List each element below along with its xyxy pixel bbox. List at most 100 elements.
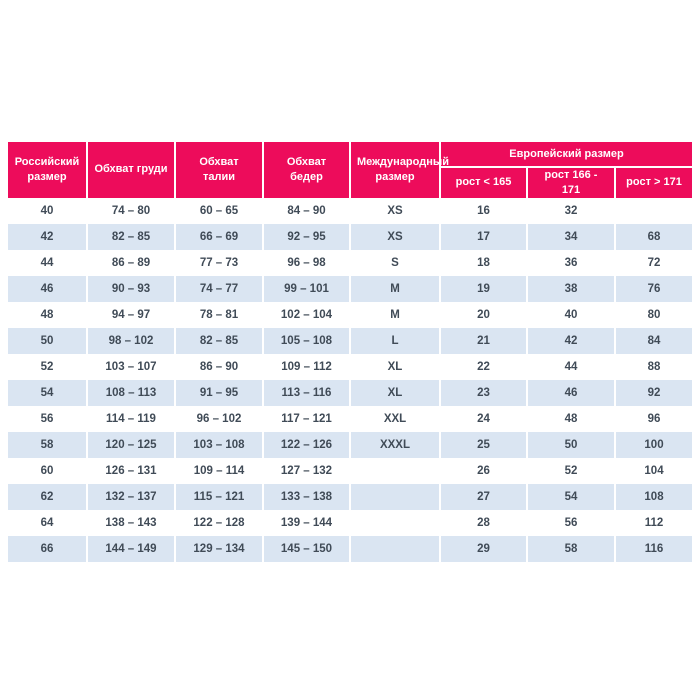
header-row-sub: рост < 165 рост 166 - 171 рост > 171 <box>8 167 692 198</box>
table-cell: 44 <box>8 249 87 276</box>
table-cell: 50 <box>526 431 615 458</box>
table-cell: 68 <box>614 223 692 250</box>
table-cell: 50 <box>8 327 87 354</box>
table-cell: 129 – 134 <box>174 535 263 562</box>
table-cell: 18 <box>439 249 527 276</box>
table-cell: 32 <box>526 197 615 224</box>
table-cell: M <box>349 301 440 328</box>
table-cell: 91 – 95 <box>174 379 263 406</box>
table-cell: XXXL <box>349 431 440 458</box>
table-cell <box>349 509 440 536</box>
table-cell: 23 <box>439 379 527 406</box>
col-header-chest: Обхват груди <box>86 142 175 198</box>
table-cell: 145 – 150 <box>262 535 350 562</box>
table-body: 40 74 – 80 60 – 65 84 – 90 XS 16 32 42 82 – 85 66… <box>8 197 692 562</box>
table-cell: 56 <box>526 509 615 536</box>
table-cell: 54 <box>8 379 87 406</box>
table-cell: 96 <box>614 405 692 432</box>
table-cell: 66 <box>8 535 87 562</box>
table-cell: 62 <box>8 483 87 510</box>
table-cell: 120 – 125 <box>86 431 175 458</box>
table-row: 40 74 – 80 60 – 65 84 – 90 XS 16 32 <box>8 197 692 224</box>
table-cell <box>349 535 440 562</box>
table-cell: 54 <box>526 483 615 510</box>
table-cell: 82 – 85 <box>174 327 263 354</box>
table-cell: 44 <box>526 353 615 380</box>
table-cell: 96 – 98 <box>262 249 350 276</box>
table-cell: 126 – 131 <box>86 457 175 484</box>
table-cell: 52 <box>8 353 87 380</box>
table-cell <box>349 457 440 484</box>
table-cell: 139 – 144 <box>262 509 350 536</box>
table-cell: XL <box>349 379 440 406</box>
table-row: 50 98 – 102 82 – 85 105 – 108 L 21 42 84 <box>8 327 692 354</box>
table-cell: 26 <box>439 457 527 484</box>
table-cell: 94 – 97 <box>86 301 175 328</box>
table-cell: 109 – 112 <box>262 353 350 380</box>
table-row: 46 90 – 93 74 – 77 99 – 101 M 19 38 76 <box>8 275 692 302</box>
table-row: 58 120 – 125 103 – 108 122 – 126 XXXL 25 50 100 <box>8 431 692 458</box>
table-cell: 38 <box>526 275 615 302</box>
table-cell: 113 – 116 <box>262 379 350 406</box>
table-header: Российский размер Обхват груди Обхват та… <box>8 142 692 198</box>
table-cell: 52 <box>526 457 615 484</box>
table-cell: 72 <box>614 249 692 276</box>
col-header-russian-size: Российский размер <box>8 142 87 198</box>
table-cell: 60 <box>8 457 87 484</box>
col-header-european-size-group: Европейский размер <box>439 142 692 168</box>
table-cell: 20 <box>439 301 527 328</box>
table-cell: 27 <box>439 483 527 510</box>
table-row: 42 82 – 85 66 – 69 92 – 95 XS 17 34 68 <box>8 223 692 250</box>
table-row: 60 126 – 131 109 – 114 127 – 132 26 52 104 <box>8 457 692 484</box>
table-cell: 132 – 137 <box>86 483 175 510</box>
table-cell: 16 <box>439 197 527 224</box>
table-cell: 77 – 73 <box>174 249 263 276</box>
table-cell: 115 – 121 <box>174 483 263 510</box>
table-cell: 92 <box>614 379 692 406</box>
table-cell: 60 – 65 <box>174 197 263 224</box>
table-row: 56 114 – 119 96 – 102 117 – 121 XXL 24 48 96 <box>8 405 692 432</box>
table-row: 54 108 – 113 91 – 95 113 – 116 XL 23 46 92 <box>8 379 692 406</box>
table-cell: 103 – 107 <box>86 353 175 380</box>
table-cell: 22 <box>439 353 527 380</box>
table-row: 48 94 – 97 78 – 81 102 – 104 M 20 40 80 <box>8 301 692 328</box>
table-cell: 80 <box>614 301 692 328</box>
table-cell: 78 – 81 <box>174 301 263 328</box>
table-cell: 90 – 93 <box>86 275 175 302</box>
table-cell: 17 <box>439 223 527 250</box>
table-cell: 84 <box>614 327 692 354</box>
table-cell: 114 – 119 <box>86 405 175 432</box>
table-cell: 112 <box>614 509 692 536</box>
table-cell: 96 – 102 <box>174 405 263 432</box>
table-cell: 88 <box>614 353 692 380</box>
table-cell: 66 – 69 <box>174 223 263 250</box>
table-cell: 74 – 77 <box>174 275 263 302</box>
table-row: 44 86 – 89 77 – 73 96 – 98 S 18 36 72 <box>8 249 692 276</box>
table-cell: 86 – 89 <box>86 249 175 276</box>
table-cell: 98 – 102 <box>86 327 175 354</box>
col-header-waist: Обхват талии <box>174 142 263 198</box>
table-cell: 21 <box>439 327 527 354</box>
table-cell: 86 – 90 <box>174 353 263 380</box>
table-row: 66 144 – 149 129 – 134 145 – 150 29 58 116 <box>8 535 692 562</box>
table-row: 52 103 – 107 86 – 90 109 – 112 XL 22 44 88 <box>8 353 692 380</box>
col-header-height-166-171: рост 166 - 171 <box>526 167 615 198</box>
table-cell: 40 <box>526 301 615 328</box>
header-row-main: Российский размер Обхват груди Обхват та… <box>8 142 692 198</box>
table-cell: 108 – 113 <box>86 379 175 406</box>
table-cell: 58 <box>526 535 615 562</box>
table-cell: 84 – 90 <box>262 197 350 224</box>
table-cell: 25 <box>439 431 527 458</box>
table-row: 64 138 – 143 122 – 128 139 – 144 28 56 112 <box>8 509 692 536</box>
table-cell: L <box>349 327 440 354</box>
table-cell: 104 <box>614 457 692 484</box>
table-cell: 42 <box>8 223 87 250</box>
table-cell: 34 <box>526 223 615 250</box>
table-cell: 48 <box>8 301 87 328</box>
table-cell: 74 – 80 <box>86 197 175 224</box>
table-cell: 28 <box>439 509 527 536</box>
table-cell: M <box>349 275 440 302</box>
table-cell: 42 <box>526 327 615 354</box>
col-header-hips: Обхват бедер <box>262 142 350 198</box>
table-cell: 116 <box>614 535 692 562</box>
